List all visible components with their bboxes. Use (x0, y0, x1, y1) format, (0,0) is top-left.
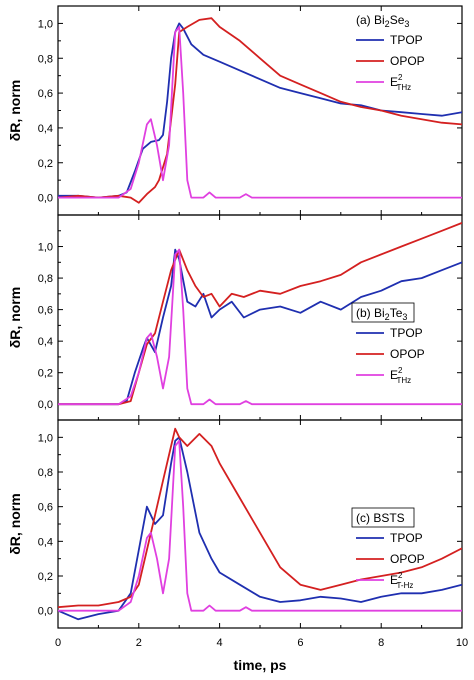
legend-label: E2 THz (390, 366, 411, 385)
legend-label: TPOP (390, 531, 423, 545)
material-mid: Se (390, 13, 405, 27)
x-axis-label: time, ps (234, 657, 287, 673)
legend-sup: 2 (398, 366, 403, 375)
legend-label: E2 T-Hz (390, 571, 413, 590)
x-tick-label: 0 (55, 637, 61, 649)
legend-sup: 2 (398, 571, 403, 580)
y-tick-label: 0,8 (38, 53, 53, 65)
x-tick-label: 6 (297, 637, 303, 649)
series-line-opop (58, 17, 462, 204)
y-tick-label: 1,0 (38, 242, 53, 254)
legend-sub: THz (396, 83, 411, 92)
panel-title: (a) Bi2Se3 (356, 13, 409, 29)
series-group (58, 222, 462, 406)
y-tick-label: 0,4 (38, 536, 53, 548)
y-tick-label: 0,2 (38, 158, 53, 170)
legend-label: OPOP (390, 552, 425, 566)
legend-e: E (390, 573, 398, 587)
series-line-ethz (58, 439, 462, 612)
y-tick-label: 1,0 (38, 432, 53, 444)
panel-1: 0,00,20,40,60,81,0δR, norm(a) Bi2Se3TPOP… (7, 5, 463, 216)
y-tick-label: 0,0 (38, 193, 53, 205)
x-tick-label: 10 (456, 637, 468, 649)
material-mid: Te (390, 306, 403, 320)
y-tick-label: 0,2 (38, 368, 53, 380)
legend-label: TPOP (390, 33, 423, 47)
series-line-tpop (58, 22, 462, 199)
panel-label: (c) (356, 511, 373, 525)
legend-label: OPOP (390, 54, 425, 68)
material-sub1: 2 (385, 19, 390, 29)
panel-title-box (351, 507, 415, 528)
series-line-ethz (58, 26, 462, 199)
x-tick-label: 2 (136, 637, 142, 649)
y-tick-label: 0,8 (38, 467, 53, 479)
y-tick-label: 0,4 (38, 123, 53, 135)
series-group (58, 427, 462, 621)
y-axis-label: δR, norm (7, 287, 23, 348)
series-line-tpop (58, 248, 462, 406)
series-line-ethz (58, 248, 462, 406)
material-sub2: 3 (402, 312, 407, 322)
y-axis-label: δR, norm (7, 493, 23, 554)
x-tick-label: 8 (378, 637, 384, 649)
panel-title: (b) Bi2Te3 (356, 306, 407, 322)
y-tick-label: 0,8 (38, 273, 53, 285)
legend-label: TPOP (390, 326, 423, 340)
y-tick-label: 0,6 (38, 88, 53, 100)
y-tick-label: 0,6 (38, 305, 53, 317)
material-base: Bi (374, 306, 385, 320)
legend-sup: 2 (398, 73, 403, 82)
y-tick-label: 0,4 (38, 336, 53, 348)
series-line-tpop (58, 436, 462, 621)
y-tick-label: 0,6 (38, 502, 53, 514)
panel-title: (c) BSTS (356, 511, 405, 525)
legend-label: E2 THz (390, 73, 411, 92)
y-tick-label: 0,0 (38, 399, 53, 411)
material-sub2: 3 (404, 19, 409, 29)
y-tick-label: 0,0 (38, 606, 53, 618)
legend-sub: THz (396, 376, 411, 385)
material-base: BSTS (373, 511, 404, 525)
series-group (58, 17, 462, 204)
legend-e: E (390, 75, 398, 89)
legend-label: OPOP (390, 347, 425, 361)
panel-label: (b) (356, 306, 374, 320)
legend-e: E (390, 368, 398, 382)
panel-3: 0,0 0,2 0,4 0,6 0,8 1,0 δR, norm (c) BSTS TPOP OP… (7, 419, 463, 629)
y-axis-label: δR, norm (7, 80, 23, 141)
y-tick-label: 0,2 (38, 571, 53, 583)
material-base: Bi (374, 13, 385, 27)
panel-2: 0,00,20,40,60,81,0δR, norm (b) Bi2Te3TPOP… (7, 214, 463, 421)
material-sub1: 2 (385, 312, 390, 322)
legend-sub: T-Hz (396, 581, 413, 590)
y-tick-label: 1,0 (38, 18, 53, 30)
x-tick-label: 4 (217, 637, 223, 649)
panel-title-box (351, 302, 415, 323)
panel-label: (a) (356, 13, 374, 27)
